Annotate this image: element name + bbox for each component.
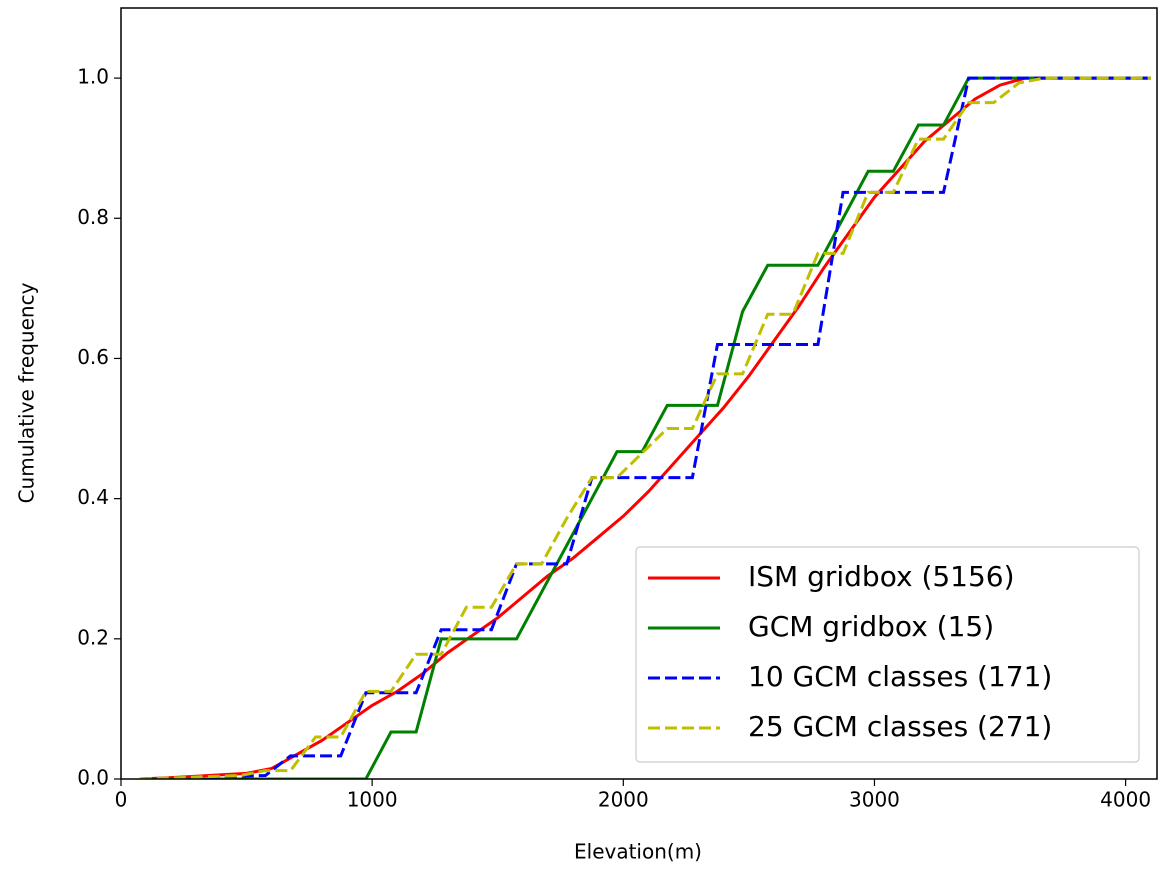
- series-line: [139, 76, 1151, 779]
- x-tick-label: 0: [115, 788, 128, 812]
- legend-box: [635, 546, 1140, 763]
- x-tick-label: 3000: [849, 788, 900, 812]
- x-tick-label: 4000: [1100, 788, 1151, 812]
- legend-label: 25 GCM classes (271): [748, 710, 1052, 743]
- legend-label: ISM gridbox (5156): [748, 560, 1015, 593]
- series-line: [139, 76, 1151, 779]
- x-tick-label: 2000: [598, 788, 649, 812]
- y-tick-label: 0.6: [77, 345, 109, 369]
- x-tick-label: 1000: [347, 788, 398, 812]
- series-line: [139, 76, 1151, 779]
- x-axis-label: Elevation(m): [574, 840, 702, 864]
- y-tick-label: 0.4: [77, 485, 109, 509]
- y-axis-label: Cumulative frequency: [15, 282, 39, 503]
- legend-label: 10 GCM classes (171): [748, 660, 1052, 693]
- legend-label: GCM gridbox (15): [748, 610, 994, 643]
- y-tick-label: 0.0: [77, 766, 109, 790]
- plot-frame: [120, 7, 1158, 780]
- y-tick-label: 0.8: [77, 205, 109, 229]
- y-tick-label: 1.0: [77, 65, 109, 89]
- y-tick-label: 0.2: [77, 625, 109, 649]
